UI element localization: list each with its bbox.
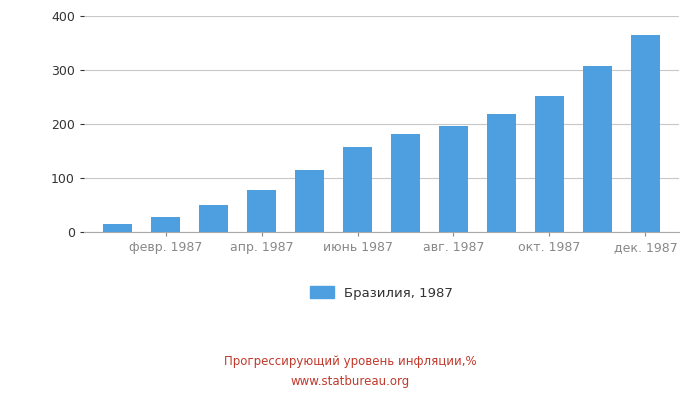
Bar [487, 114, 516, 232]
Bar [631, 35, 660, 232]
Bar [391, 134, 420, 232]
Bar [295, 170, 324, 232]
Bar [583, 66, 612, 232]
Bar [343, 147, 372, 232]
Bar [247, 190, 276, 232]
Bar [199, 205, 228, 232]
Legend: Бразилия, 1987: Бразилия, 1987 [310, 286, 453, 300]
Text: Прогрессирующий уровень инфляции,%
www.statbureau.org: Прогрессирующий уровень инфляции,% www.s… [224, 356, 476, 388]
Bar [535, 96, 564, 232]
Bar [151, 217, 180, 232]
Bar [103, 224, 132, 232]
Bar [439, 126, 468, 232]
